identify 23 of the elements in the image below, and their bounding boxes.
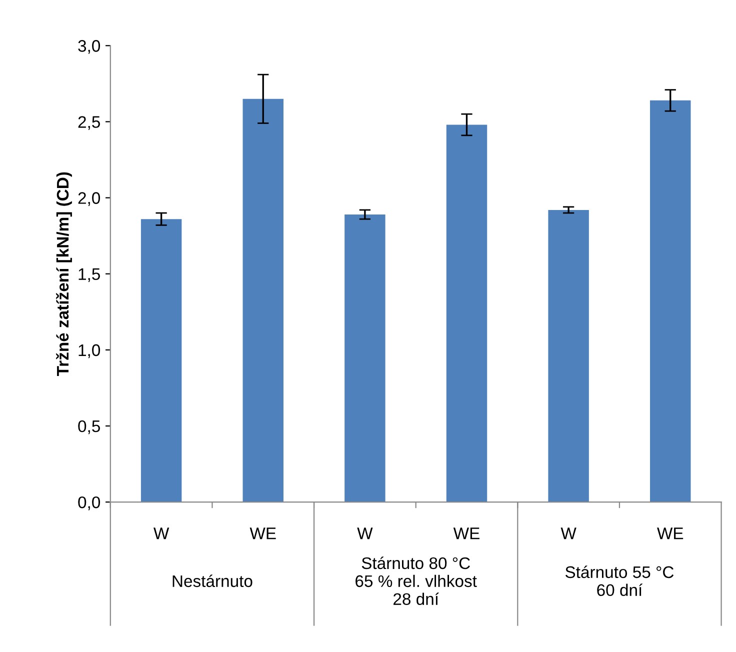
x-tick-label: WE bbox=[453, 528, 480, 540]
y-tick-label: 2,5 bbox=[78, 116, 100, 130]
x-tick-label: W bbox=[154, 528, 170, 540]
text: Stárnuto 80 °C 65 % rel. vlhkost 28 dní bbox=[356, 556, 477, 606]
bar bbox=[242, 98, 284, 502]
bar bbox=[140, 219, 182, 502]
bar bbox=[446, 124, 488, 502]
y-tick-label: 2,0 bbox=[78, 192, 100, 206]
text: Nestárnuto bbox=[172, 574, 252, 588]
y-tick-label: 1,0 bbox=[78, 344, 100, 358]
y-tick-label: 3,0 bbox=[78, 40, 100, 54]
bar bbox=[548, 210, 589, 502]
x-tick-label: W bbox=[357, 528, 373, 540]
text: Stárnuto 55 °C 60 dní bbox=[565, 566, 674, 596]
x-tick-label: WE bbox=[250, 528, 276, 540]
x-tick-label: WE bbox=[657, 528, 684, 540]
bar bbox=[344, 214, 386, 502]
x-tick-label: W bbox=[560, 528, 576, 540]
y-tick-label: 0,0 bbox=[78, 496, 100, 510]
bar bbox=[650, 100, 691, 502]
y-tick-label: 0,5 bbox=[78, 420, 100, 434]
y-tick-label: 1,5 bbox=[78, 268, 100, 282]
y-axis-title: Tržné zatížení [kN/m] (CD) bbox=[56, 172, 72, 376]
